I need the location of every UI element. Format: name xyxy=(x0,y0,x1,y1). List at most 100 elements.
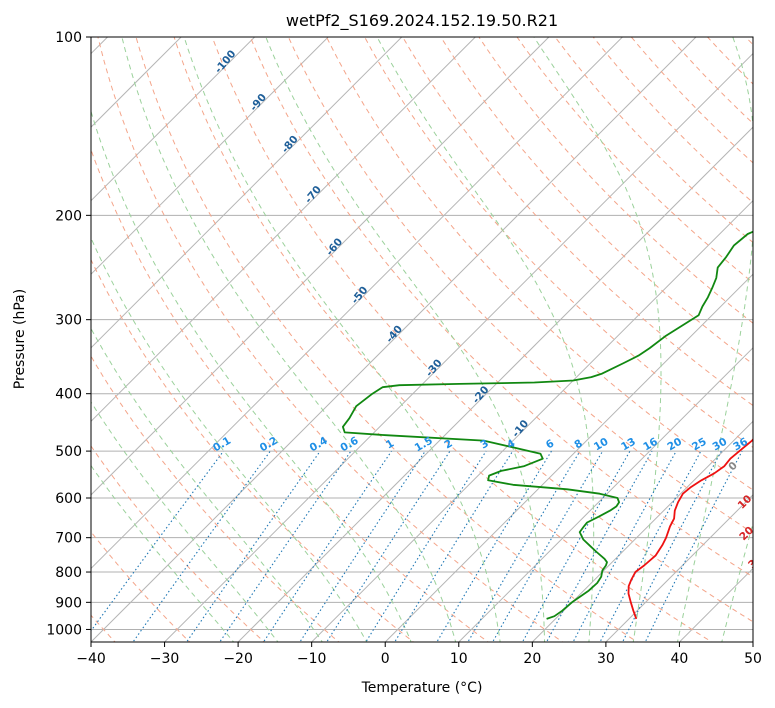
y-tick-label: 500 xyxy=(55,444,82,460)
x-axis: −40 −30 −20 −10 0 10 20 30 40 50 xyxy=(76,642,762,667)
moist-adiabat-label: 40 xyxy=(757,582,775,601)
dry-adiabat-label: -30 xyxy=(423,357,444,379)
x-tick-label: 10 xyxy=(450,651,468,667)
dry-adiabat xyxy=(516,37,753,284)
mixing-ratio-line xyxy=(365,450,487,642)
x-tick-label: 0 xyxy=(381,651,390,667)
x-tick-label: −20 xyxy=(223,651,253,667)
y-tick-label: 600 xyxy=(55,491,82,507)
isotherm-line xyxy=(164,52,753,642)
isotherm-line xyxy=(605,494,753,642)
mixing-ratio-line xyxy=(394,450,514,642)
plot-frame xyxy=(90,36,754,643)
mixing-ratio-line xyxy=(621,450,722,642)
dry-adiabat-label: -80 xyxy=(279,133,300,155)
dewpoint-profile-line xyxy=(342,230,753,620)
dry-adiabat xyxy=(771,24,775,645)
mixing-ratio-line xyxy=(262,450,392,642)
dry-adiabat xyxy=(402,37,753,407)
dry-adiabat xyxy=(91,445,265,642)
dry-adiabat xyxy=(744,37,753,46)
isotherm-line xyxy=(531,420,753,642)
x-tick-label: 40 xyxy=(671,651,689,667)
dry-adiabat xyxy=(668,37,753,125)
y-tick-label: 900 xyxy=(55,595,82,611)
moist-adiabat xyxy=(91,464,235,642)
dry-adiabat-label: -10 xyxy=(510,418,531,440)
x-tick-label: 50 xyxy=(744,651,762,667)
background-lines xyxy=(91,24,775,645)
dry-adiabat xyxy=(706,37,753,85)
dry-adiabat-label: -100 xyxy=(212,48,238,76)
moist-adiabat-label: 30 xyxy=(746,552,765,571)
dry-adiabat xyxy=(91,355,340,642)
isotherm-line xyxy=(91,37,550,496)
chart-title: wetPf2_S169.2024.152.19.50.R21 xyxy=(286,11,558,31)
isotherm-line xyxy=(91,37,329,275)
x-tick-label: 30 xyxy=(597,651,615,667)
dry-adiabat xyxy=(91,258,415,642)
mixing-ratio-line xyxy=(467,450,581,642)
y-tick-label: 1000 xyxy=(46,622,82,638)
isotherm-line xyxy=(91,37,697,642)
moist-adiabat xyxy=(533,37,662,642)
mixing-ratio-line xyxy=(91,450,224,632)
isotherm-line xyxy=(91,37,256,202)
moist-adiabat xyxy=(265,37,546,642)
y-tick-label: 400 xyxy=(55,387,82,403)
temperature-profile-line xyxy=(627,438,753,620)
dry-adiabat xyxy=(440,37,753,365)
isotherm-line xyxy=(91,37,476,423)
dry-adiabat xyxy=(211,37,753,623)
profiles xyxy=(342,230,753,620)
dry-adiabat-label: -60 xyxy=(324,236,345,258)
dry-adiabat-label: -20 xyxy=(470,384,491,406)
dry-adiabat-label: -70 xyxy=(303,184,324,206)
mixing-ratio-line xyxy=(185,450,321,642)
mixing-ratio-line xyxy=(132,450,271,642)
x-tick-label: −40 xyxy=(76,651,106,667)
isotherm-line xyxy=(384,273,753,642)
isotherm-line xyxy=(237,126,753,642)
moist-adiabat xyxy=(721,521,753,642)
mixing-ratio-line xyxy=(326,450,451,642)
moist-adiabat xyxy=(376,37,595,642)
moist-adiabat xyxy=(91,401,279,642)
dry-adiabat xyxy=(592,37,753,204)
y-tick-label: 800 xyxy=(55,565,82,581)
y-tick-label: 200 xyxy=(55,208,82,224)
dry-adiabat-label: -90 xyxy=(248,91,269,113)
dry-adiabat xyxy=(325,37,753,491)
dry-adiabat xyxy=(97,37,564,642)
x-tick-label: −30 xyxy=(150,651,180,667)
dry-adiabat xyxy=(249,37,753,578)
moist-adiabat-label: 0 xyxy=(726,460,740,474)
isotherm-line xyxy=(91,37,623,570)
y-tick-label: 300 xyxy=(55,313,82,329)
dry-adiabat xyxy=(287,37,753,534)
isotherm-line xyxy=(679,567,753,642)
mixing-ratio-label: 3 xyxy=(478,437,490,451)
mixing-ratio-line xyxy=(644,450,743,642)
mixing-ratio-line xyxy=(299,450,426,642)
y-axis-title: Pressure (hPa) xyxy=(12,289,28,389)
dry-adiabat-label: -40 xyxy=(384,323,405,345)
mixing-ratio-line xyxy=(219,450,352,642)
dry-adiabat-label: -50 xyxy=(349,284,370,306)
x-tick-label: −10 xyxy=(297,651,327,667)
x-axis-title: Temperature (°C) xyxy=(361,680,483,696)
dry-adiabat xyxy=(91,148,489,642)
moist-adiabat xyxy=(121,37,457,642)
moist-adiabat xyxy=(91,236,368,642)
mixing-ratio-line xyxy=(599,450,702,642)
isotherm-line xyxy=(458,347,753,642)
y-tick-label: 100 xyxy=(55,30,82,46)
mixing-ratio-label: 6 xyxy=(544,437,556,451)
moist-adiabat xyxy=(91,109,412,642)
y-tick-label: 700 xyxy=(55,531,82,547)
moist-adiabat xyxy=(91,327,323,642)
moist-adiabat-label: 10 xyxy=(736,493,755,512)
x-tick-label: 20 xyxy=(523,651,541,667)
moist-adiabat xyxy=(676,37,753,642)
